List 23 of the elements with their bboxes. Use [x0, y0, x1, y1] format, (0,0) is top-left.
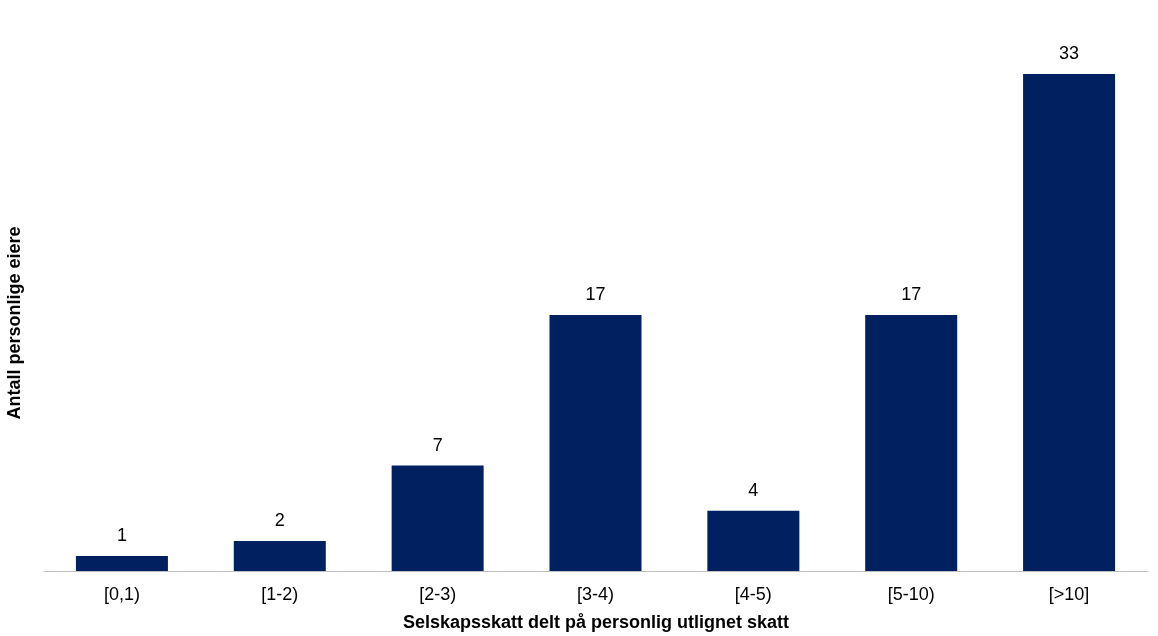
- bar: [865, 314, 958, 571]
- data-label: 17: [585, 283, 606, 304]
- bar: [549, 314, 642, 571]
- y-axis-title: Antall personlige eiere: [3, 226, 24, 420]
- bar: [391, 465, 484, 571]
- bar: [707, 510, 800, 571]
- data-label: 1: [116, 524, 127, 545]
- data-label: 2: [274, 509, 285, 530]
- bar: [233, 540, 326, 571]
- bar: [75, 555, 168, 571]
- x-tick-label: [>10]: [1048, 583, 1090, 604]
- x-tick-label: [0,1): [103, 583, 140, 604]
- data-label: 17: [901, 283, 922, 304]
- bar: [1023, 74, 1116, 571]
- x-tick-label: [1-2): [261, 583, 299, 604]
- x-axis-title: Selskapsskatt delt på personlig utlignet skatt: [402, 611, 790, 632]
- data-label: 33: [1059, 43, 1080, 63]
- data-label: 7: [432, 434, 443, 455]
- x-tick-label: [4-5): [734, 583, 772, 604]
- x-tick-label: [5-10): [887, 583, 935, 604]
- x-tick-label: [2-3): [419, 583, 457, 604]
- data-label: 4: [748, 479, 759, 500]
- x-tick-label: [3-4): [576, 583, 615, 604]
